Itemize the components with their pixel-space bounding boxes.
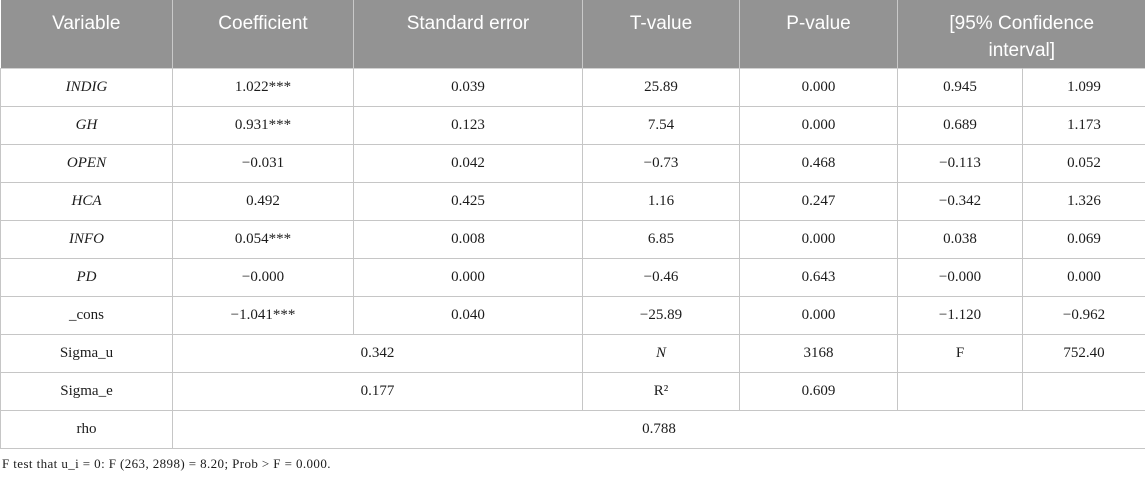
ci-high-cell: 0.000 — [1021, 257, 1145, 297]
ci-low-cell: 0.945 — [897, 67, 1023, 107]
ci-low-cell: −1.120 — [897, 295, 1023, 335]
variable-cell: INFO — [0, 219, 173, 259]
coefficient-cell: −0.031 — [172, 143, 354, 183]
coefficient-cell: 0.492 — [172, 181, 354, 221]
ci-low-cell: 0.689 — [897, 105, 1023, 145]
p-value-cell: 0.000 — [739, 295, 898, 335]
table-row-rho: rho 0.788 — [0, 409, 1145, 449]
empty-cell — [1021, 371, 1145, 411]
t-value-cell: −0.46 — [582, 257, 740, 297]
p-value-cell: 0.468 — [739, 143, 898, 183]
column-header-coefficient: Coefficient — [172, 0, 354, 68]
regression-results-table: Variable Coefficient Standard error T-va… — [0, 0, 1145, 449]
variable-cell: INDIG — [0, 67, 173, 107]
table-row-hca: HCA 0.492 0.425 1.16 0.247 −0.342 1.326 — [0, 181, 1145, 221]
variable-cell: OPEN — [0, 143, 173, 183]
t-value-cell: 1.16 — [582, 181, 740, 221]
table-footnote: F test that u_i = 0: F (263, 2898) = 8.2… — [2, 455, 331, 471]
table-row-info: INFO 0.054*** 0.008 6.85 0.000 0.038 0.0… — [0, 219, 1145, 259]
standard-error-cell: 0.000 — [353, 257, 583, 297]
table-row-indig: INDIG 1.022*** 0.039 25.89 0.000 0.945 1… — [0, 67, 1145, 107]
column-header-standard-error: Standard error — [353, 0, 583, 68]
coefficient-cell: 0.054*** — [172, 219, 354, 259]
p-value-cell: 0.000 — [739, 105, 898, 145]
coefficient-cell: −1.041*** — [172, 295, 354, 335]
table-row-sigma-e: Sigma_e 0.177 R² 0.609 — [0, 371, 1145, 411]
standard-error-cell: 0.123 — [353, 105, 583, 145]
variable-cell: GH — [0, 105, 173, 145]
table-row-cons: _cons −1.041*** 0.040 −25.89 0.000 −1.12… — [0, 295, 1145, 335]
r-squared-label-cell: R² — [582, 371, 740, 411]
f-label-cell: F — [897, 333, 1023, 373]
variable-cell: _cons — [0, 295, 173, 335]
column-header-t-value: T-value — [582, 0, 740, 68]
t-value-cell: 7.54 — [582, 105, 740, 145]
standard-error-cell: 0.008 — [353, 219, 583, 259]
coefficient-cell: −0.000 — [172, 257, 354, 297]
coefficient-cell: 1.022*** — [172, 67, 354, 107]
coefficient-cell: 0.931*** — [172, 105, 354, 145]
ci-high-cell: 0.052 — [1021, 143, 1145, 183]
ci-high-cell: 1.173 — [1021, 105, 1145, 145]
column-header-confidence-interval: [95% Confidence interval] — [896, 0, 1145, 68]
summary-label-cell: Sigma_u — [0, 333, 173, 373]
ci-high-cell: 1.326 — [1021, 181, 1145, 221]
sigma-e-value-cell: 0.177 — [172, 371, 583, 411]
variable-cell: PD — [0, 257, 173, 297]
ci-low-cell: 0.038 — [897, 219, 1023, 259]
standard-error-cell: 0.039 — [353, 67, 583, 107]
standard-error-cell: 0.040 — [353, 295, 583, 335]
ci-high-cell: −0.962 — [1021, 295, 1145, 335]
p-value-cell: 0.000 — [739, 67, 898, 107]
summary-label-cell: rho — [0, 409, 173, 449]
empty-cell — [897, 371, 1023, 411]
ci-low-cell: −0.342 — [897, 181, 1023, 221]
ci-high-cell: 0.069 — [1021, 219, 1145, 259]
column-header-p-value: P-value — [739, 0, 898, 68]
sigma-u-value-cell: 0.342 — [172, 333, 583, 373]
f-value-cell: 752.40 — [1021, 333, 1145, 373]
table-row-gh: GH 0.931*** 0.123 7.54 0.000 0.689 1.173 — [0, 105, 1145, 145]
rho-value-cell: 0.788 — [171, 409, 1145, 449]
ci-low-cell: −0.113 — [897, 143, 1023, 183]
column-header-variable: Variable — [0, 0, 173, 68]
table-body: INDIG 1.022*** 0.039 25.89 0.000 0.945 1… — [0, 67, 1145, 449]
standard-error-cell: 0.042 — [353, 143, 583, 183]
ci-low-cell: −0.000 — [897, 257, 1023, 297]
table-row-pd: PD −0.000 0.000 −0.46 0.643 −0.000 0.000 — [0, 257, 1145, 297]
header-row: Variable Coefficient Standard error T-va… — [0, 0, 1145, 68]
ci-high-cell: 1.099 — [1021, 67, 1145, 107]
t-value-cell: −0.73 — [582, 143, 740, 183]
variable-cell: HCA — [0, 181, 173, 221]
standard-error-cell: 0.425 — [353, 181, 583, 221]
t-value-cell: 6.85 — [582, 219, 740, 259]
n-value-cell: 3168 — [739, 333, 898, 373]
p-value-cell: 0.643 — [739, 257, 898, 297]
table-header: Variable Coefficient Standard error T-va… — [0, 0, 1145, 68]
r-squared-value-cell: 0.609 — [739, 371, 898, 411]
p-value-cell: 0.000 — [739, 219, 898, 259]
p-value-cell: 0.247 — [739, 181, 898, 221]
t-value-cell: 25.89 — [582, 67, 740, 107]
n-label-cell: N — [582, 333, 740, 373]
t-value-cell: −25.89 — [582, 295, 740, 335]
table-row-open: OPEN −0.031 0.042 −0.73 0.468 −0.113 0.0… — [0, 143, 1145, 183]
table-row-sigma-u: Sigma_u 0.342 N 3168 F 752.40 — [0, 333, 1145, 373]
summary-label-cell: Sigma_e — [0, 371, 173, 411]
